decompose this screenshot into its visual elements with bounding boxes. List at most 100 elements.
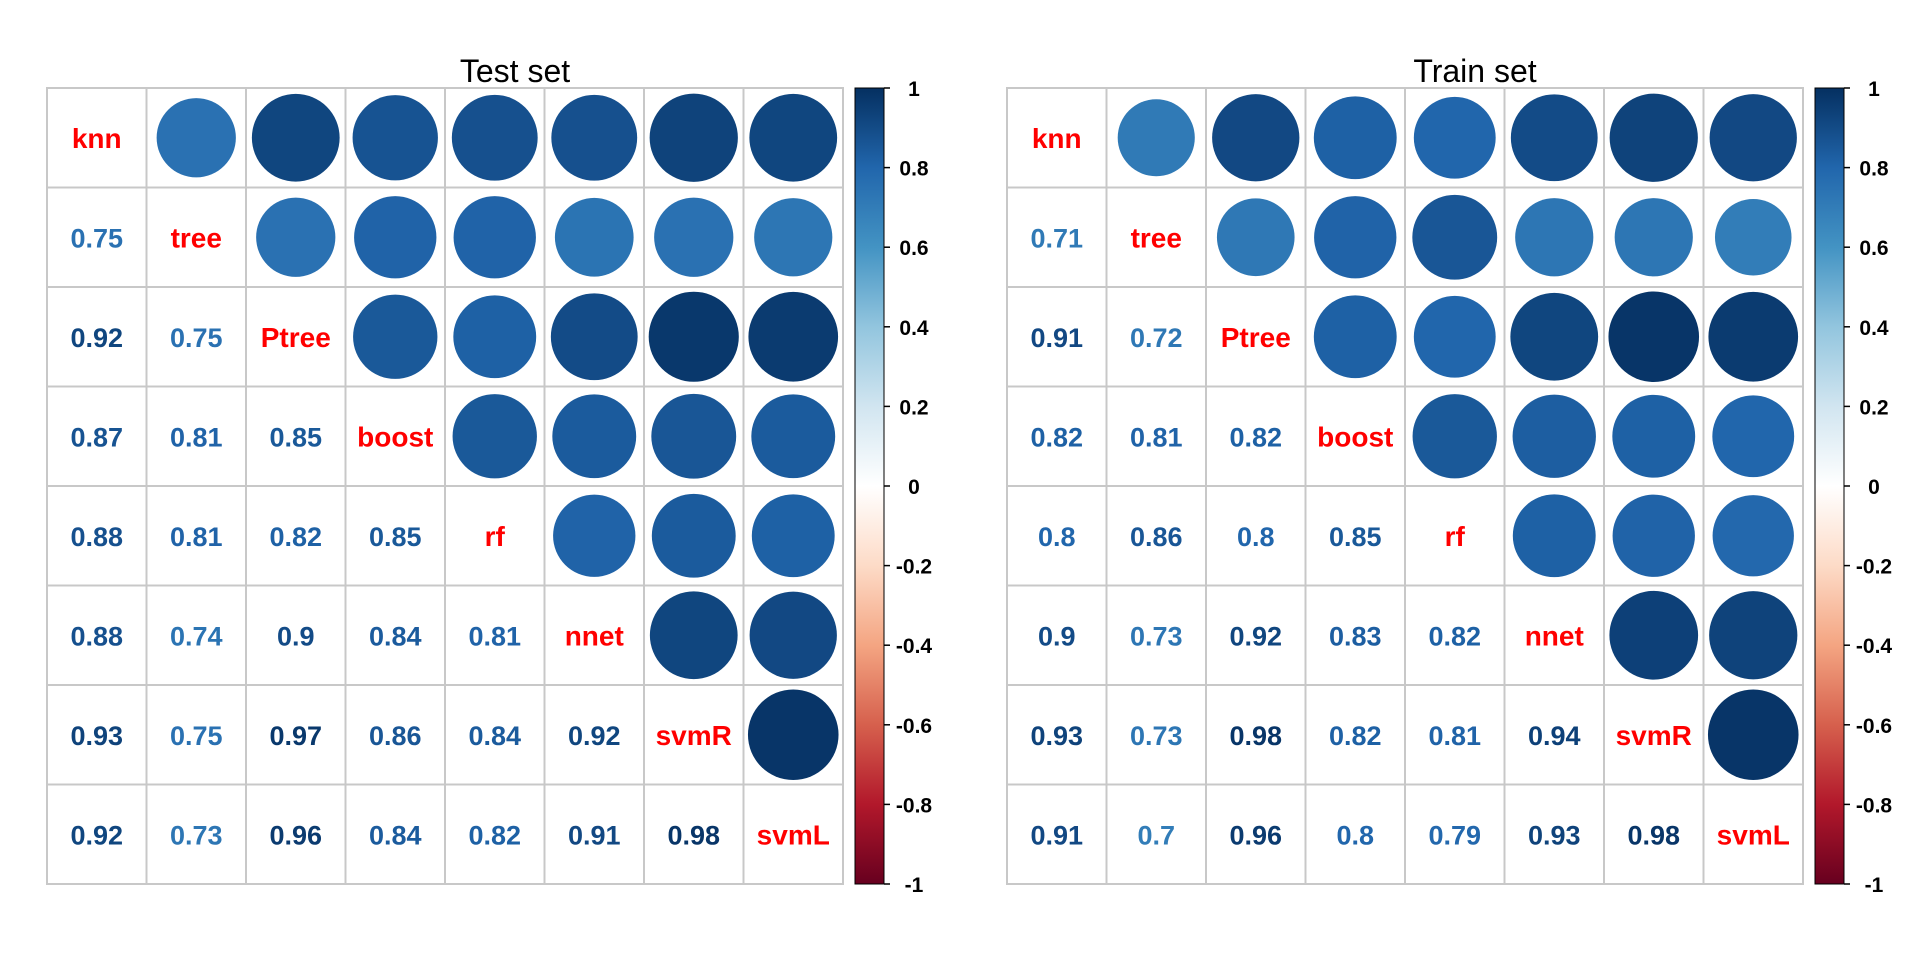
colorbar-tick-label: 0.4: [899, 317, 929, 340]
correlation-circle: [553, 494, 636, 577]
correlation-circle: [1510, 292, 1599, 381]
correlation-value-label: 0.82: [269, 522, 322, 552]
correlation-value-label: 0.73: [170, 820, 223, 850]
correlation-circle: [1117, 99, 1195, 177]
correlation-value-label: 0.71: [1030, 223, 1083, 253]
grid-cell: [46, 286, 148, 388]
correlation-value-label: 0.86: [369, 721, 422, 751]
correlation-value-label: 0.81: [468, 621, 521, 651]
grid-cell: [1205, 286, 1307, 388]
correlation-value-label: 0.73: [1130, 621, 1183, 651]
colorbar-tick-label: 0.8: [1859, 158, 1889, 181]
grid-cell: [344, 485, 446, 587]
correlation-value-label: 0.82: [1030, 422, 1083, 452]
correlation-circle: [552, 394, 637, 479]
grid-cell: [245, 783, 347, 885]
correlation-value-label: 0.97: [269, 721, 322, 751]
correlation-value-label: 0.7: [1137, 820, 1175, 850]
diagonal-label: svmL: [1717, 819, 1790, 850]
correlation-circle: [651, 393, 737, 479]
correlation-circle: [354, 196, 437, 279]
correlation-circle: [1712, 495, 1794, 577]
diagonal-label: Ptree: [1221, 322, 1291, 353]
grid-cell: [1404, 584, 1506, 686]
correlation-value-label: 0.73: [1130, 721, 1183, 751]
correlation-circle: [1515, 198, 1594, 277]
colorbar-tick-label: -0.8: [896, 794, 933, 817]
correlation-circle: [751, 394, 836, 479]
correlation-value-label: 0.85: [1329, 522, 1382, 552]
grid-cell: [1304, 783, 1406, 885]
correlation-value-label: 0.83: [1329, 621, 1382, 651]
colorbar-tick-label: -0.2: [1856, 556, 1892, 579]
correlation-value-label: 0.84: [468, 721, 521, 751]
correlation-value-label: 0.92: [1229, 621, 1282, 651]
correlation-circle: [551, 94, 638, 181]
correlation-value-label: 0.93: [1030, 721, 1083, 751]
grid-cell: [344, 385, 446, 487]
colorbar-tick-label: 0: [1868, 476, 1880, 499]
correlation-value-label: 0.81: [170, 422, 223, 452]
correlation-circle: [1609, 590, 1699, 680]
diagonal-label: knn: [72, 123, 122, 154]
diagonal-label: rf: [485, 521, 506, 552]
diagonal-label: svmR: [656, 720, 732, 751]
correlation-circle: [554, 197, 634, 277]
correlation-value-label: 0.8: [1336, 820, 1374, 850]
colorbar-tick-label: -0.4: [896, 635, 933, 658]
diagonal-label: knn: [1032, 123, 1082, 154]
correlation-circle: [1512, 394, 1596, 478]
correlation-circle: [1608, 291, 1700, 383]
correlation-circle: [353, 294, 438, 379]
colorbar-tick-label: 0: [908, 476, 920, 499]
correlation-circle: [1612, 494, 1695, 577]
correlation-circle: [256, 197, 336, 277]
correlation-value-label: 0.96: [269, 820, 322, 850]
grid-cell: [245, 286, 347, 388]
correlation-circle: [1313, 295, 1397, 379]
correlation-value-label: 0.85: [269, 422, 322, 452]
grid-cell: [1304, 385, 1406, 487]
grid-cell: [46, 783, 148, 885]
correlation-circle: [156, 98, 236, 178]
correlation-circle: [649, 93, 738, 182]
grid-cell: [1503, 783, 1605, 885]
correlation-value-label: 0.93: [1528, 820, 1581, 850]
correlation-value-label: 0.87: [70, 422, 123, 452]
colorbar-tick-label: 0.4: [1859, 317, 1889, 340]
diagonal-label: svmL: [757, 819, 830, 850]
correlation-value-label: 0.9: [277, 621, 315, 651]
diagonal-label: tree: [1131, 222, 1182, 253]
correlation-value-label: 0.81: [170, 522, 223, 552]
correlation-circle: [648, 291, 739, 382]
correlation-circle: [654, 197, 734, 277]
correlation-value-label: 0.79: [1428, 820, 1481, 850]
correlation-value-label: 0.81: [1130, 422, 1183, 452]
diagonal-label: boost: [1317, 421, 1393, 452]
correlation-value-label: 0.98: [1229, 721, 1282, 751]
diagonal-label: svmR: [1616, 720, 1692, 751]
diagonal-label: rf: [1445, 521, 1466, 552]
grid-cell: [643, 684, 745, 786]
correlation-circle: [1216, 198, 1295, 277]
correlation-value-label: 0.8: [1237, 522, 1275, 552]
test-set-title: Test set: [460, 53, 570, 89]
grid-cell: [1503, 684, 1605, 786]
colorbar-tick-label: 0.6: [899, 237, 928, 260]
diagonal-label: Ptree: [261, 322, 331, 353]
correlation-circle: [1314, 196, 1397, 279]
diagonal-label: nnet: [565, 620, 624, 651]
grid-cell: [46, 87, 148, 189]
grid-cell: [145, 186, 247, 288]
correlation-value-label: 0.72: [1130, 323, 1183, 353]
colorbar-tick-label: 1: [908, 78, 920, 101]
correlation-value-label: 0.98: [1627, 820, 1680, 850]
correlation-circle: [751, 494, 835, 578]
grid-cell: [344, 783, 446, 885]
grid-cell: [145, 684, 247, 786]
correlation-circle: [651, 493, 736, 578]
correlation-circle: [754, 198, 833, 277]
grid-cell: [1404, 485, 1506, 587]
train-set-title: Train set: [1413, 53, 1536, 89]
